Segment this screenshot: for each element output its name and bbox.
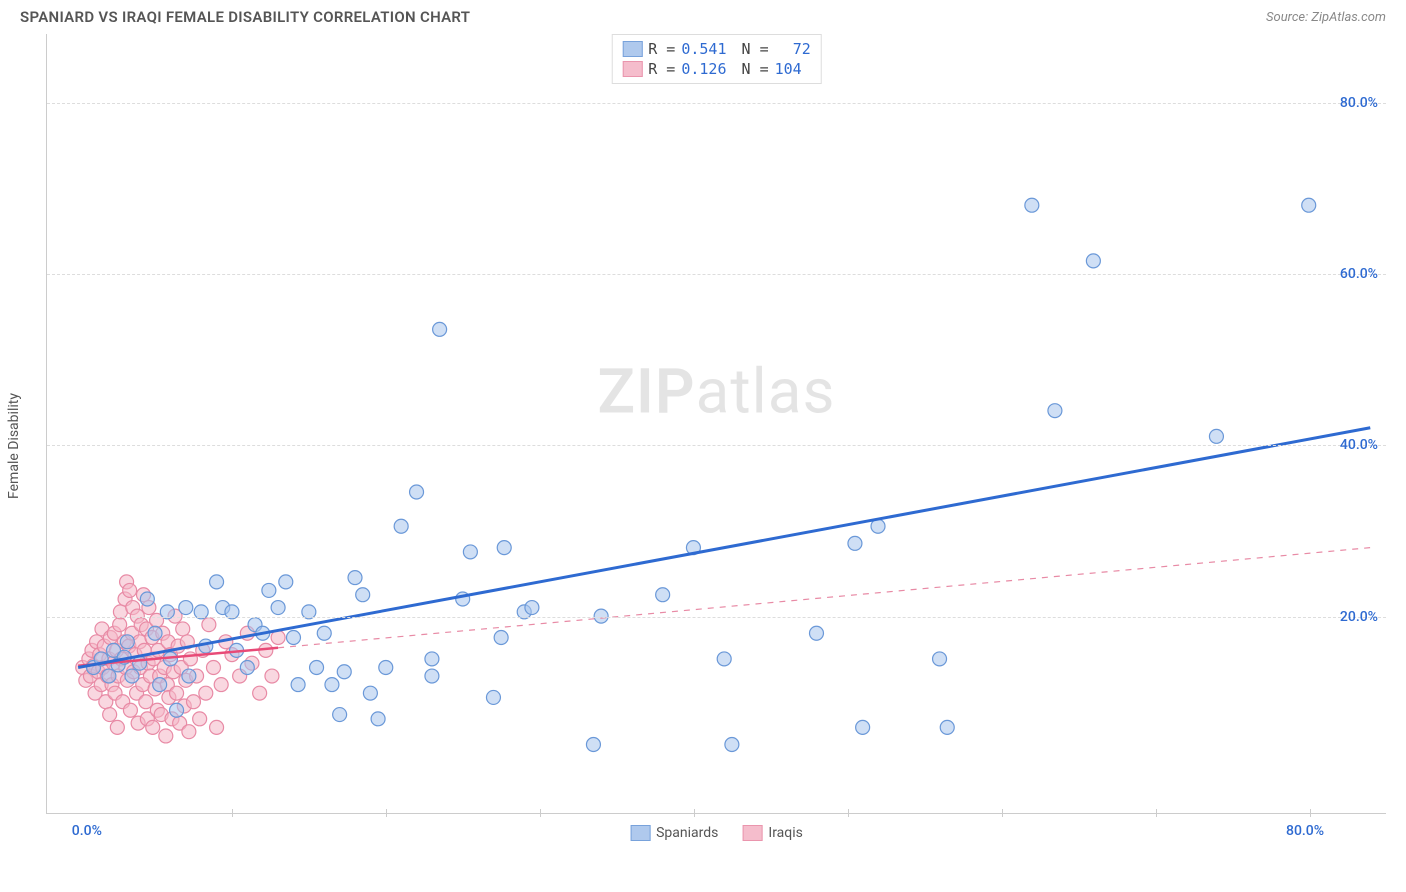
legend-label-1: Spaniards	[656, 825, 718, 841]
swatch-bottom-1	[630, 825, 650, 841]
x-tick-label: 80.0%	[1286, 823, 1324, 839]
title-bar: SPANIARD VS IRAQI FEMALE DISABILITY CORR…	[0, 0, 1406, 30]
chart-container: SPANIARD VS IRAQI FEMALE DISABILITY CORR…	[0, 0, 1406, 892]
x-tick-label: 0.0%	[72, 823, 102, 839]
legend-stats-row-2: R = 0.126 N = 104	[622, 59, 811, 79]
legend-label-2: Iraqis	[768, 825, 802, 841]
scatter-overlay	[47, 34, 1386, 813]
legend-stats: R = 0.541 N = 72 R = 0.126 N = 104	[611, 34, 822, 84]
legend-stats-row-1: R = 0.541 N = 72	[622, 39, 811, 59]
r-value-1: 0.541	[681, 40, 726, 58]
legend-series: Spaniards Iraqis	[630, 825, 803, 841]
swatch-series-2	[622, 61, 642, 77]
y-tick-label: 40.0%	[1340, 437, 1378, 453]
y-tick-label: 80.0%	[1340, 95, 1378, 111]
n-value-2: 104	[775, 60, 802, 78]
source-label: Source: ZipAtlas.com	[1266, 10, 1386, 25]
chart-wrap: ZIPatlas R = 0.541 N = 72 R = 0.126 N = …	[46, 34, 1386, 814]
legend-item-1: Spaniards	[630, 825, 718, 841]
legend-item-2: Iraqis	[742, 825, 802, 841]
swatch-bottom-2	[742, 825, 762, 841]
plot-area: ZIPatlas R = 0.541 N = 72 R = 0.126 N = …	[46, 34, 1386, 814]
chart-title: SPANIARD VS IRAQI FEMALE DISABILITY CORR…	[20, 8, 470, 26]
n-value-1: 72	[775, 40, 811, 58]
y-tick-label: 60.0%	[1340, 266, 1378, 282]
swatch-series-1	[622, 41, 642, 57]
y-tick-label: 20.0%	[1340, 609, 1378, 625]
y-axis-label: Female Disability	[6, 393, 22, 499]
r-value-2: 0.126	[681, 60, 726, 78]
